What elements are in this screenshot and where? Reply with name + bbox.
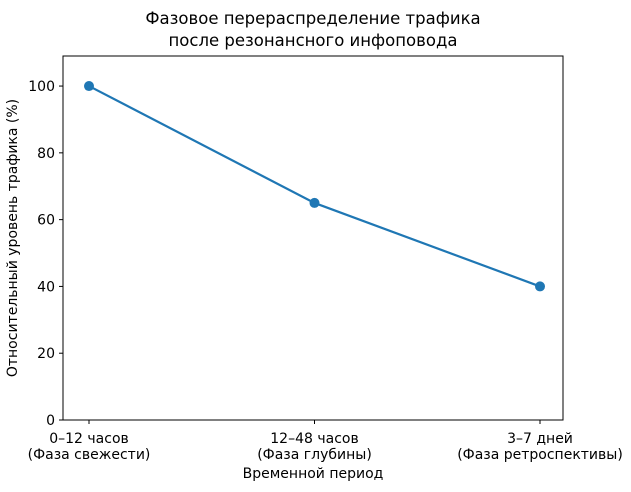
y-tick-label: 100 — [28, 79, 55, 95]
y-tick-label: 20 — [37, 346, 55, 362]
y-tick-label: 60 — [37, 213, 55, 229]
data-point-marker — [84, 81, 94, 92]
y-tick-label: 80 — [37, 146, 55, 162]
chart-title-line1: Фазовое перераспределение трафика — [145, 9, 480, 28]
series-line — [88, 85, 541, 288]
x-tick-label-line1: 12–48 часов — [270, 431, 358, 447]
x-tick-label-line2: (Фаза глубины) — [257, 447, 372, 463]
x-tick-label-line1: 3–7 дней — [507, 431, 573, 447]
x-tick-label-line2: (Фаза ретроспективы) — [457, 447, 623, 463]
y-axis-ticks: 0 20 40 60 80 100 — [28, 79, 63, 429]
traffic-series — [84, 81, 545, 292]
plot-area-frame — [62, 55, 564, 421]
data-point-marker — [535, 281, 545, 292]
x-tick-label-line1: 0–12 часов — [49, 431, 129, 447]
x-axis-ticks: 0–12 часов(Фаза свежести)12–48 часов(Фаз… — [28, 420, 623, 463]
chart-title-line2: после резонансного инфоповода — [169, 31, 458, 50]
x-tick-label-line2: (Фаза свежести) — [28, 447, 151, 463]
x-axis-label: Временной период — [243, 466, 384, 482]
y-axis-label: Относительный уровень трафика (%) — [5, 99, 21, 377]
y-tick-label: 0 — [46, 413, 55, 429]
y-tick-label: 40 — [37, 279, 55, 295]
data-point-marker — [309, 197, 320, 208]
